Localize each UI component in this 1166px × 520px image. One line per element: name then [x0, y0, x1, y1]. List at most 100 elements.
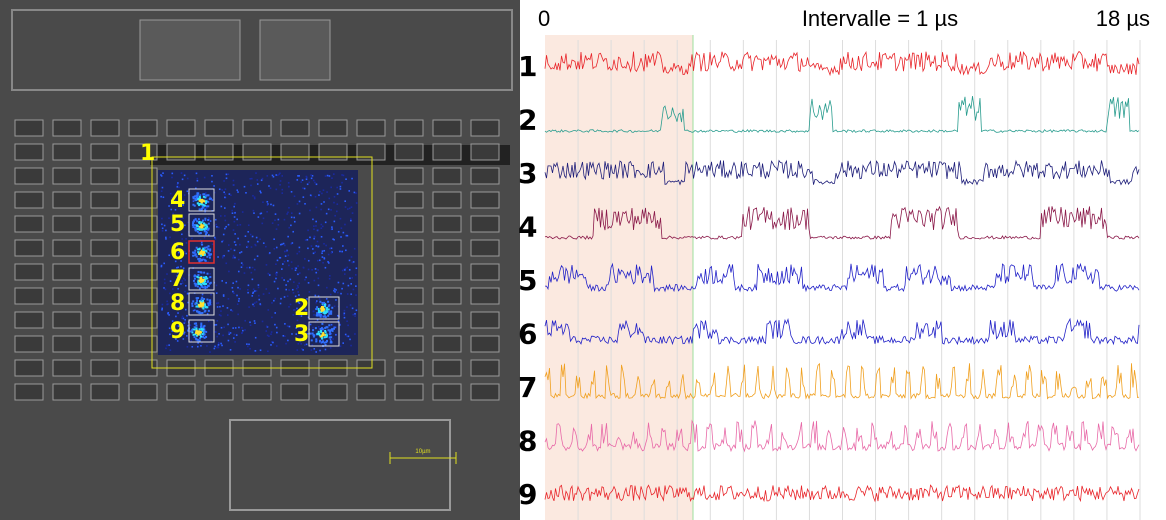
- heat-dot: [340, 292, 342, 295]
- heat-dot: [203, 176, 206, 179]
- heat-dot: [192, 203, 195, 206]
- heat-dot: [199, 253, 202, 256]
- chip-cell: [90, 191, 120, 209]
- heat-dot: [168, 327, 171, 330]
- heat-dot: [339, 217, 342, 220]
- heat-dot: [319, 300, 322, 303]
- heat-dot: [346, 306, 348, 308]
- chip-cell: [90, 263, 120, 281]
- heat-dot: [313, 279, 316, 282]
- chip-cell: [14, 311, 44, 329]
- heat-dot: [205, 192, 207, 194]
- heat-dot: [204, 224, 207, 227]
- heat-dot: [290, 191, 293, 193]
- heat-dot: [216, 320, 219, 322]
- heat-dot: [196, 285, 199, 288]
- heat-dot: [212, 250, 215, 253]
- heat-dot: [330, 252, 333, 254]
- heat-dot: [291, 267, 293, 270]
- heat-dot: [323, 305, 326, 308]
- heat-dot: [329, 247, 331, 250]
- heat-dot: [232, 337, 235, 339]
- heat-dot: [243, 272, 246, 274]
- chip-cell: [52, 335, 82, 353]
- heat-dot: [355, 285, 357, 287]
- heat-dot: [199, 202, 202, 205]
- heat-dot: [236, 224, 239, 226]
- chip-cell: [14, 167, 44, 185]
- heat-dot: [321, 328, 324, 331]
- heat-dot: [201, 299, 204, 302]
- heat-dot: [202, 203, 205, 206]
- heat-dot: [213, 191, 216, 194]
- heat-dot: [203, 324, 206, 327]
- heat-dot: [250, 184, 252, 187]
- heat-dot: [220, 314, 222, 317]
- chip-cell: [280, 383, 310, 401]
- heat-dot: [297, 291, 299, 293]
- heat-dot: [203, 271, 206, 274]
- heat-dot: [197, 227, 200, 230]
- heat-dot: [313, 228, 315, 231]
- chip-block: [11, 9, 513, 91]
- heat-dot: [207, 280, 210, 283]
- heat-dot: [288, 226, 291, 229]
- heat-dot: [206, 199, 209, 201]
- heat-dot: [189, 324, 192, 326]
- heat-dot: [171, 320, 174, 322]
- heat-dot: [225, 262, 228, 265]
- chip-cell: [128, 335, 158, 353]
- heat-dot: [186, 314, 188, 317]
- heat-dot: [240, 266, 243, 269]
- heat-dot: [166, 303, 168, 306]
- heat-dot: [218, 314, 221, 316]
- heat-dot: [353, 247, 356, 250]
- chip-cell: [394, 311, 424, 329]
- heat-dot: [167, 312, 169, 315]
- heat-dot: [290, 224, 292, 227]
- heat-dot: [234, 244, 237, 246]
- heat-dot: [178, 204, 180, 207]
- heat-dot: [311, 332, 314, 335]
- heat-dot: [346, 266, 349, 269]
- heat-dot: [207, 217, 210, 219]
- heat-dot: [201, 282, 204, 285]
- heat-dot: [323, 341, 326, 344]
- heat-dot: [326, 334, 329, 337]
- heat-dot: [241, 327, 243, 329]
- heat-dot: [265, 245, 267, 248]
- heat-dot: [217, 302, 220, 304]
- heat-dot: [273, 238, 275, 241]
- heat-dot: [288, 289, 290, 291]
- heat-dot: [180, 269, 183, 271]
- heat-dot: [171, 288, 174, 290]
- heat-dot: [193, 224, 196, 227]
- heat-dot: [340, 236, 342, 238]
- heat-dot: [339, 188, 342, 190]
- heat-dot: [200, 298, 203, 301]
- heat-dot: [207, 320, 210, 323]
- heat-dot: [168, 254, 170, 257]
- heat-dot: [233, 241, 236, 243]
- heat-dot: [287, 235, 289, 238]
- heat-dot: [195, 187, 197, 190]
- heat-dot: [347, 208, 349, 210]
- heat-dot: [254, 350, 257, 352]
- heat-dot: [230, 248, 232, 250]
- heat-dot: [200, 249, 203, 252]
- heat-dot: [200, 259, 203, 262]
- chip-cell: [90, 215, 120, 233]
- heat-dot: [294, 269, 297, 272]
- heat-dot: [333, 195, 336, 198]
- heat-dot: [306, 332, 309, 335]
- heat-dot: [297, 301, 300, 303]
- heat-dot: [203, 328, 206, 331]
- heat-dot: [186, 190, 189, 193]
- region-box: [188, 213, 215, 237]
- heat-dot: [267, 350, 269, 353]
- heat-dot: [223, 254, 225, 257]
- heat-dot: [281, 268, 283, 270]
- heat-dot: [204, 223, 207, 226]
- heat-dot: [279, 172, 281, 175]
- heat-dot: [332, 327, 335, 330]
